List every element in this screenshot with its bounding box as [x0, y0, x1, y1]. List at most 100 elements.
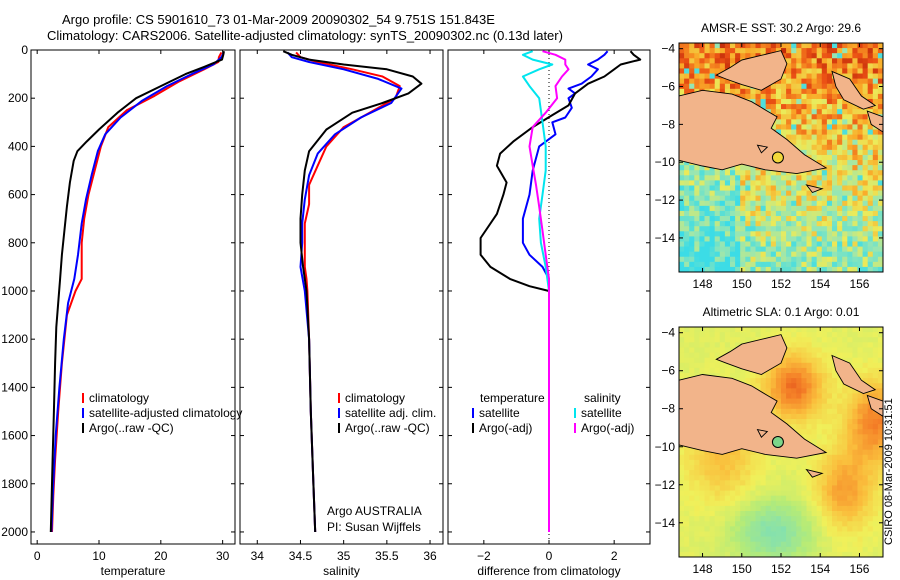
sla-cell: [826, 531, 833, 538]
sst-cell: [811, 98, 818, 105]
sla-cell: [781, 521, 787, 527]
sla-cell: [842, 470, 848, 476]
sst-cell: [826, 241, 833, 248]
sla-cell: [821, 403, 828, 410]
sst-cell: [867, 53, 874, 59]
sst-cell: [837, 104, 843, 110]
sst-cell: [694, 165, 700, 171]
sla-cell: [852, 485, 859, 492]
land-polygon: [715, 334, 788, 375]
sla-cell: [704, 470, 711, 476]
sla-cell: [745, 454, 751, 461]
sst-cell: [755, 210, 762, 217]
sst-cell: [857, 236, 864, 243]
sst-cell: [791, 129, 797, 136]
sla-cell: [832, 373, 838, 379]
sst-cell: [877, 68, 883, 75]
land-polygon: [679, 374, 828, 459]
sla-cell: [806, 546, 813, 553]
sst-cell: [857, 266, 864, 272]
sla-cell: [821, 444, 828, 451]
sla-cell: [781, 470, 787, 476]
sla-cell: [724, 327, 731, 333]
sst-cell: [796, 251, 802, 258]
sst-cell: [816, 104, 823, 110]
sst-cell: [816, 43, 823, 49]
x-tick-label: 0: [34, 549, 41, 563]
sst-cell: [857, 63, 864, 70]
sla-cell: [877, 439, 883, 446]
sla-cell: [750, 383, 757, 389]
sla-cell: [796, 362, 802, 369]
sst-cell: [801, 195, 808, 202]
sst-cell: [847, 261, 853, 268]
sst-cell: [852, 251, 859, 258]
legend-label: satellite-adjusted climatology: [89, 406, 242, 420]
sla-cell: [857, 541, 864, 548]
sla-cell: [791, 342, 797, 349]
sla-cell: [735, 337, 741, 343]
sst-cell: [679, 231, 685, 237]
sla-cell: [832, 398, 838, 405]
sla-cell: [689, 485, 695, 492]
sst-cell: [781, 129, 787, 136]
sla-cell: [877, 459, 883, 466]
sla-cell: [791, 531, 797, 538]
sst-cell: [714, 83, 721, 90]
sst-cell: [760, 185, 767, 192]
sst-cell: [862, 216, 869, 222]
sst-cell: [791, 134, 797, 141]
y-tick-label: 800: [8, 236, 28, 250]
sst-cell: [719, 221, 726, 227]
sst-cell: [862, 231, 869, 237]
sla-cell: [877, 429, 883, 435]
sst-cell: [837, 63, 843, 70]
sla-cell: [704, 521, 711, 527]
sst-cell: [770, 231, 777, 237]
sst-cell: [740, 190, 746, 197]
sla-cell: [826, 480, 833, 487]
sla-cell: [847, 495, 853, 502]
sla-cell: [750, 327, 757, 333]
sla-cell: [679, 347, 685, 354]
sla-cell: [806, 347, 813, 354]
sst-cell: [796, 210, 802, 217]
sst-cell: [791, 98, 797, 105]
sst-cell: [796, 124, 802, 131]
sst-cell: [847, 58, 853, 64]
sst-cell: [862, 43, 869, 49]
sst-cell: [867, 63, 874, 70]
sla-cell: [770, 495, 777, 502]
sla-cell: [801, 500, 808, 507]
sla-cell: [750, 531, 757, 538]
sla-cell: [867, 413, 874, 420]
sla-cell: [684, 465, 690, 471]
sst-cell: [872, 109, 879, 115]
sst-cell: [704, 246, 711, 253]
sst-cell: [877, 195, 883, 202]
sst-cell: [852, 236, 859, 243]
sla-cell: [857, 439, 864, 446]
sst-cell: [847, 104, 853, 110]
sla-cell: [689, 347, 695, 354]
sst-cell: [679, 53, 685, 59]
land-masses: [679, 334, 883, 478]
sst-cell: [847, 231, 853, 237]
sla-cell: [837, 531, 843, 538]
sst-cell: [852, 200, 859, 207]
figure-title-line-1: Argo profile: CS 5901610_73 01-Mar-2009 …: [62, 12, 495, 27]
sla-cell: [842, 459, 848, 466]
sst-cell: [796, 88, 802, 95]
sst-cell: [699, 210, 706, 217]
sst-cell: [857, 68, 864, 75]
sst-cell: [679, 261, 685, 268]
sla-cell: [719, 475, 726, 481]
sla-cell: [684, 536, 690, 543]
sla-cell: [760, 551, 767, 557]
sla-cell: [684, 367, 690, 374]
sst-cell: [704, 261, 711, 268]
sst-cell: [832, 109, 838, 115]
sla-cell: [781, 475, 787, 481]
sla-cell: [872, 347, 879, 354]
